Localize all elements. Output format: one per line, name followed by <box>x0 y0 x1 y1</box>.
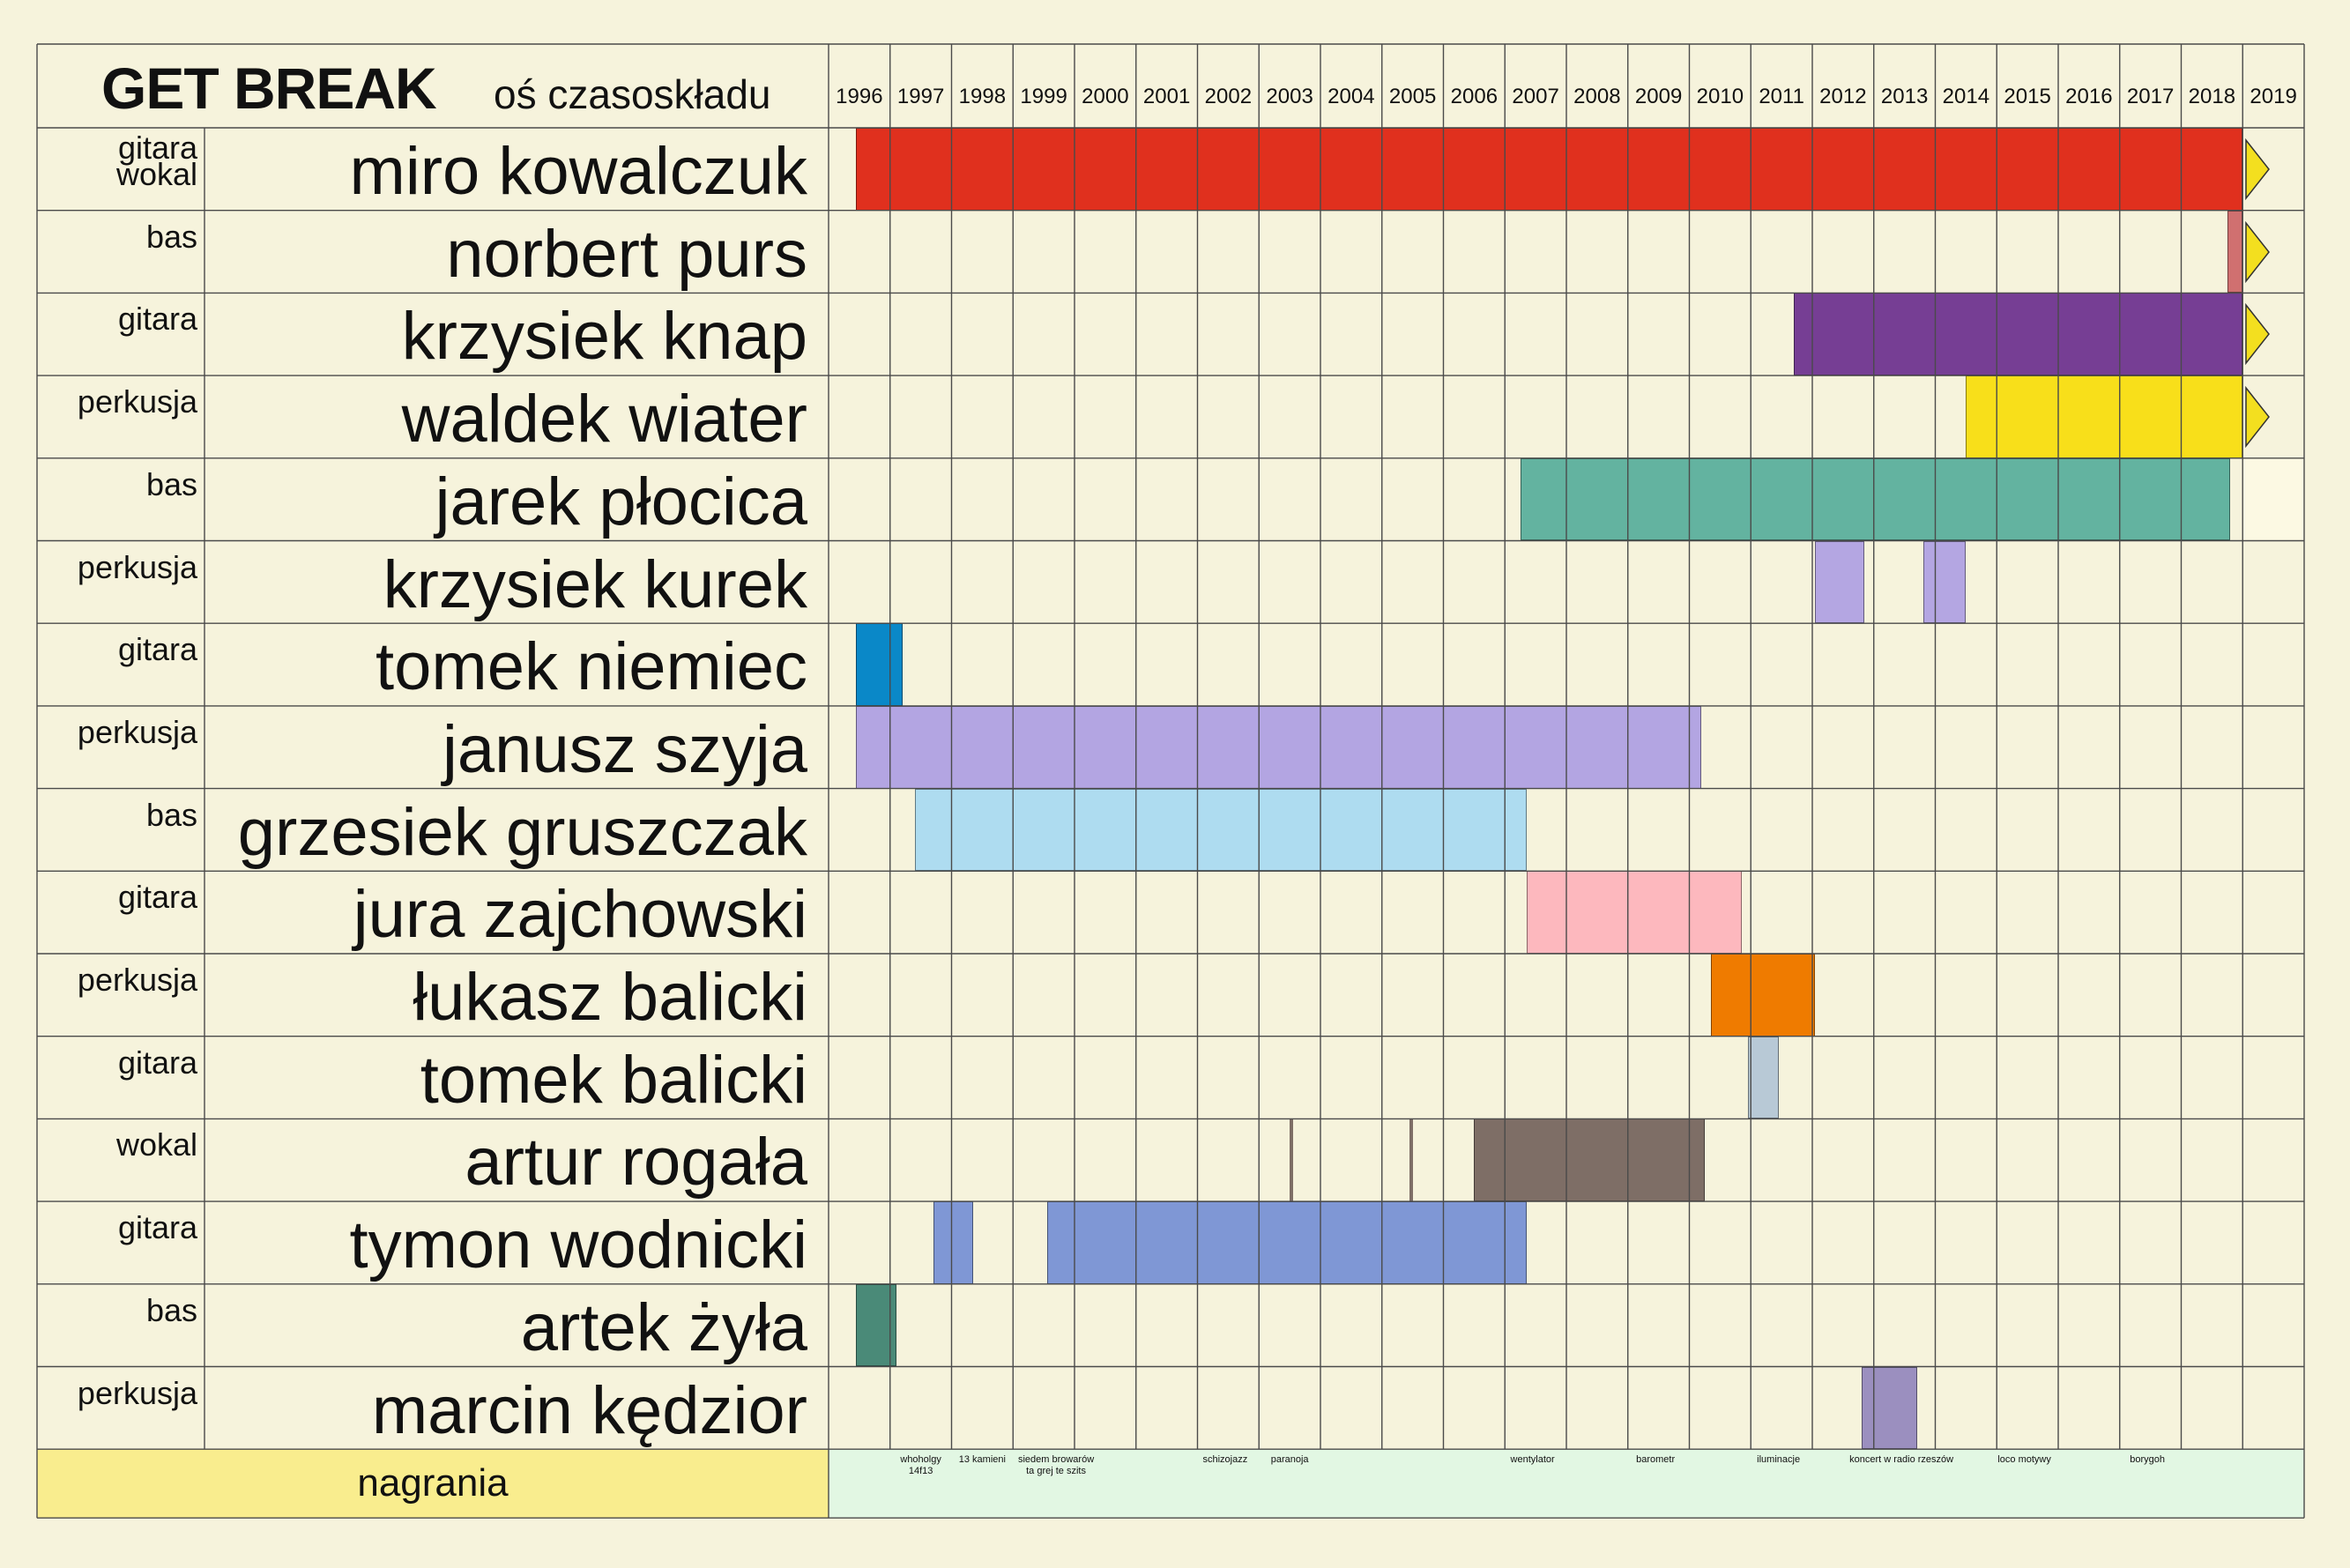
recording-title-9: koncert w radio rzeszów <box>1849 1454 1954 1466</box>
year-label-1996: 1996 <box>836 85 883 108</box>
year-label-2019: 2019 <box>2250 85 2297 108</box>
member-name: krzysiek knap <box>401 299 807 375</box>
year-label-1998: 1998 <box>958 85 1007 108</box>
member-role: bas <box>145 1291 197 1328</box>
member-bar-9-1 <box>914 788 1527 872</box>
year-label-2004: 2004 <box>1327 85 1375 108</box>
member-role: perkusja <box>77 1374 197 1411</box>
year-label-1999: 1999 <box>1020 85 1067 108</box>
member-bar-4-1 <box>1966 375 2243 458</box>
member-bar-13-1 <box>1290 1118 1294 1202</box>
member-role: bas <box>145 218 197 255</box>
member-bar-11-1 <box>1710 954 1816 1037</box>
year-label-2008: 2008 <box>1573 85 1621 108</box>
member-role: perkusja <box>77 713 197 750</box>
recording-title-1: whoholgy 14f13 <box>900 1454 941 1477</box>
year-label-2015: 2015 <box>2004 85 2051 108</box>
member-role: perkusja <box>77 962 197 998</box>
member-bar-13-3 <box>1474 1118 1705 1202</box>
year-label-2009: 2009 <box>1634 85 1683 108</box>
member-role: perkusja <box>77 383 197 420</box>
member-name: łukasz balicki <box>413 960 807 1035</box>
recording-title-8: iluminacje <box>1757 1454 1801 1466</box>
member-bar-13-2 <box>1409 1118 1414 1202</box>
member-name: janusz szyja <box>442 711 807 787</box>
member-role: wokal <box>115 1126 197 1163</box>
member-role: gitara <box>117 631 197 668</box>
member-role: bas <box>145 465 197 502</box>
member-name: jura zajchowski <box>353 877 807 953</box>
ongoing-arrow-icon <box>2245 303 2271 366</box>
recording-title-2: 13 kamieni <box>958 1454 1006 1466</box>
member-name: waldek wiater <box>401 382 807 457</box>
year-label-2014: 2014 <box>1942 85 1990 108</box>
chart-subtitle: oś czasoskładu <box>494 71 771 117</box>
member-name: tomek niemiec <box>376 629 807 705</box>
recording-title-11: borygoh <box>2130 1454 2165 1466</box>
member-role: gitara <box>117 879 197 916</box>
member-bar-7-1 <box>856 623 903 706</box>
recordings-area <box>829 1449 2304 1519</box>
member-bar-6-1 <box>1815 540 1865 624</box>
recordings-label: nagrania <box>357 1461 509 1505</box>
member-bar-14-1 <box>933 1201 973 1284</box>
ongoing-arrow-icon <box>2245 137 2271 200</box>
member-role: perkusja <box>77 548 197 585</box>
year-label-2001: 2001 <box>1142 85 1191 108</box>
member-name: tymon wodnicki <box>349 1208 807 1283</box>
ongoing-arrow-icon <box>2245 385 2271 448</box>
member-bar-10-1 <box>1526 871 1742 954</box>
member-bar-16-1 <box>1861 1366 1917 1450</box>
member-bar-3-1 <box>1794 293 2243 376</box>
year-label-2018: 2018 <box>2188 85 2236 108</box>
member-role: gitara <box>117 1044 197 1081</box>
ongoing-arrow-icon <box>2245 220 2271 283</box>
member-name: norbert purs <box>446 216 807 292</box>
year-label-2000: 2000 <box>1082 85 1129 108</box>
member-role: bas <box>145 796 197 833</box>
recording-title-4: schizojazz <box>1202 1454 1248 1466</box>
member-name: artek żyła <box>520 1289 807 1365</box>
year-label-2016: 2016 <box>2065 85 2113 108</box>
year-label-2002: 2002 <box>1204 85 1253 108</box>
recording-title-6: wentylator <box>1510 1454 1555 1466</box>
member-name: marcin kędzior <box>371 1372 807 1448</box>
recording-title-5: paranoja <box>1270 1454 1309 1466</box>
member-bar-12-1 <box>1747 1036 1779 1119</box>
year-label-2003: 2003 <box>1266 85 1313 108</box>
chart-title: GET BREAK <box>101 56 437 121</box>
year-label-1997: 1997 <box>896 85 945 108</box>
recording-title-10: loco motywy <box>1997 1454 2051 1466</box>
member-role: gitara wokal <box>115 130 197 192</box>
member-name: miro kowalczuk <box>349 134 807 209</box>
year-label-2006: 2006 <box>1450 85 1498 108</box>
year-label-2010: 2010 <box>1696 85 1744 108</box>
member-name: grzesiek gruszczak <box>237 794 807 870</box>
member-bar-8-1 <box>856 705 1702 789</box>
member-name: jarek płocica <box>435 464 807 539</box>
member-name: tomek balicki <box>420 1042 807 1118</box>
year-label-2007: 2007 <box>1512 85 1559 108</box>
year-label-2011: 2011 <box>1759 85 1804 108</box>
year-label-2013: 2013 <box>1880 85 1929 108</box>
year-label-2005: 2005 <box>1388 85 1437 108</box>
member-name: krzysiek kurek <box>383 546 807 622</box>
recording-title-3: siedem browarów ta grej te szits <box>1017 1454 1095 1477</box>
year-label-2012: 2012 <box>1819 85 1867 108</box>
recording-title-7: barometr <box>1636 1454 1676 1466</box>
member-name: artur rogała <box>465 1125 807 1200</box>
member-bar-14-2 <box>1046 1201 1527 1284</box>
member-role: gitara <box>117 1209 197 1246</box>
member-role: gitara <box>117 301 197 338</box>
member-bar-5-1 <box>1520 457 2231 541</box>
recordings-label-box <box>37 1449 829 1519</box>
pending-cell <box>2242 457 2304 541</box>
member-bar-1-1 <box>856 128 2243 211</box>
year-label-2017: 2017 <box>2126 85 2175 108</box>
